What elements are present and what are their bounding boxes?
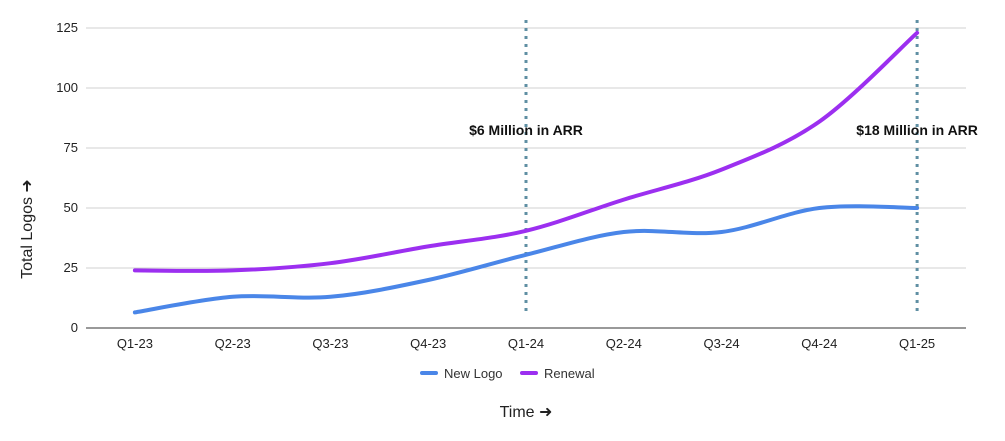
y-tick-label: 75 (64, 140, 78, 155)
series-line-renewal (132, 30, 920, 273)
legend: New Logo Renewal (420, 366, 595, 381)
y-tick-label: 50 (64, 200, 78, 215)
x-tick-label: Q2-24 (606, 336, 642, 351)
x-axis-ticks: Q1-23 Q2-23 Q3-23 Q4-23 Q1-24 Q2-24 Q3-24 Q4-24… (117, 336, 935, 351)
y-axis-title: Total Logos ➜ (19, 179, 36, 279)
legend-label: New Logo (444, 366, 503, 381)
x-tick-label: Q4-24 (801, 336, 837, 351)
x-tick-label: Q1-24 (508, 336, 544, 351)
legend-label: Renewal (544, 366, 595, 381)
annotation-label: $18 Million in ARR (856, 122, 978, 138)
series-lines (132, 30, 920, 315)
gridlines (86, 27, 966, 329)
x-tick-label: Q1-25 (899, 336, 935, 351)
annotation-lines (524, 20, 919, 314)
x-axis-title: Time ➜ (500, 404, 553, 421)
x-tick-label: Q4-23 (410, 336, 446, 351)
x-tick-label: Q3-23 (312, 336, 348, 351)
y-tick-label: 25 (64, 260, 78, 275)
x-tick-label: Q3-24 (703, 336, 739, 351)
y-tick-label: 0 (71, 320, 78, 335)
x-tick-label: Q1-23 (117, 336, 153, 351)
y-axis-ticks: 0 25 50 75 100 125 (56, 20, 78, 335)
x-tick-label: Q2-23 (215, 336, 251, 351)
annotation-label: $6 Million in ARR (469, 122, 583, 138)
series-line-new-logo (132, 204, 920, 315)
y-tick-label: 125 (56, 20, 78, 35)
annotation-labels: $6 Million in ARR $18 Million in ARR (469, 122, 978, 138)
y-tick-label: 100 (56, 80, 78, 95)
